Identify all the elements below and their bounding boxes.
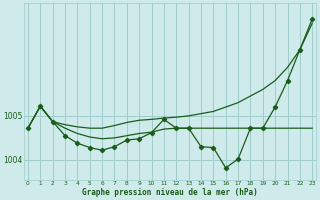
X-axis label: Graphe pression niveau de la mer (hPa): Graphe pression niveau de la mer (hPa) [82,188,258,197]
